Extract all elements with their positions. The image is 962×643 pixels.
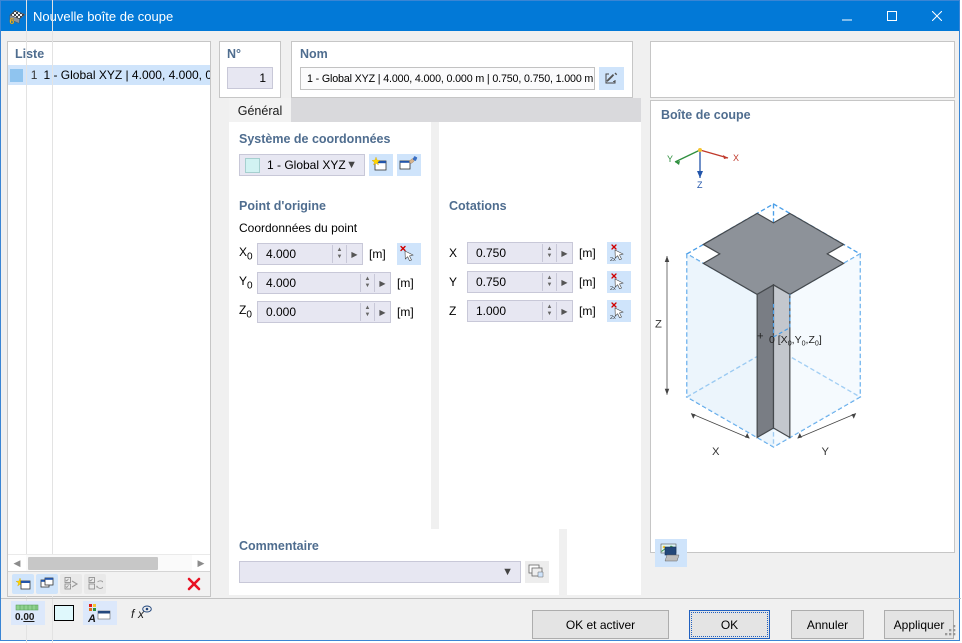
svg-text:f: f xyxy=(131,607,136,621)
svg-text:Y: Y xyxy=(667,154,673,164)
svg-text:+: + xyxy=(757,330,764,342)
svg-text:2x: 2x xyxy=(610,257,616,262)
svg-text:A: A xyxy=(88,613,96,623)
svg-text:x: x xyxy=(137,607,145,621)
svg-text:X: X xyxy=(712,446,720,458)
svg-text:0 [X0,Y0,Z0]: 0 [X0,Y0,Z0] xyxy=(769,334,822,347)
svg-text:X: X xyxy=(733,153,739,163)
svg-text:6: 6 xyxy=(10,16,15,25)
svg-text:Y: Y xyxy=(822,446,830,458)
svg-text:0.00: 0.00 xyxy=(15,612,35,623)
svg-text:Z: Z xyxy=(655,318,662,330)
svg-text:2x: 2x xyxy=(610,315,616,320)
svg-text:2x: 2x xyxy=(610,286,616,291)
